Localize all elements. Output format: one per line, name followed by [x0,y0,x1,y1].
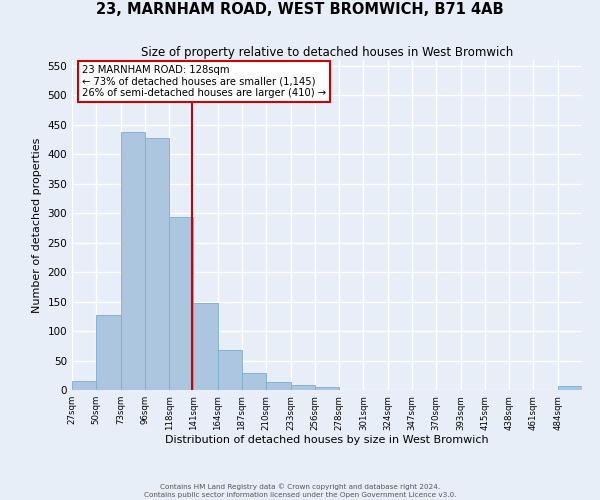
Bar [96,315,121,390]
Bar [72,381,96,390]
Bar [145,138,169,390]
Text: 23 MARNHAM ROAD: 128sqm
← 73% of detached houses are smaller (1,145)
26% of semi: 23 MARNHAM ROAD: 128sqm ← 73% of detache… [82,65,326,98]
Y-axis label: Number of detached properties: Number of detached properties [32,138,42,312]
Bar [193,304,218,390]
Text: Contains HM Land Registry data © Crown copyright and database right 2024.
Contai: Contains HM Land Registry data © Crown c… [144,484,456,498]
Bar [315,387,339,390]
Bar [290,386,315,390]
Bar [218,350,242,390]
Title: Size of property relative to detached houses in West Bromwich: Size of property relative to detached ho… [141,46,513,59]
Bar [266,382,290,390]
Bar [558,386,582,390]
Text: 23, MARNHAM ROAD, WEST BROMWICH, B71 4AB: 23, MARNHAM ROAD, WEST BROMWICH, B71 4AB [96,2,504,18]
Bar [121,132,145,390]
X-axis label: Distribution of detached houses by size in West Bromwich: Distribution of detached houses by size … [165,436,489,446]
Bar [242,373,266,390]
Bar [169,218,193,390]
